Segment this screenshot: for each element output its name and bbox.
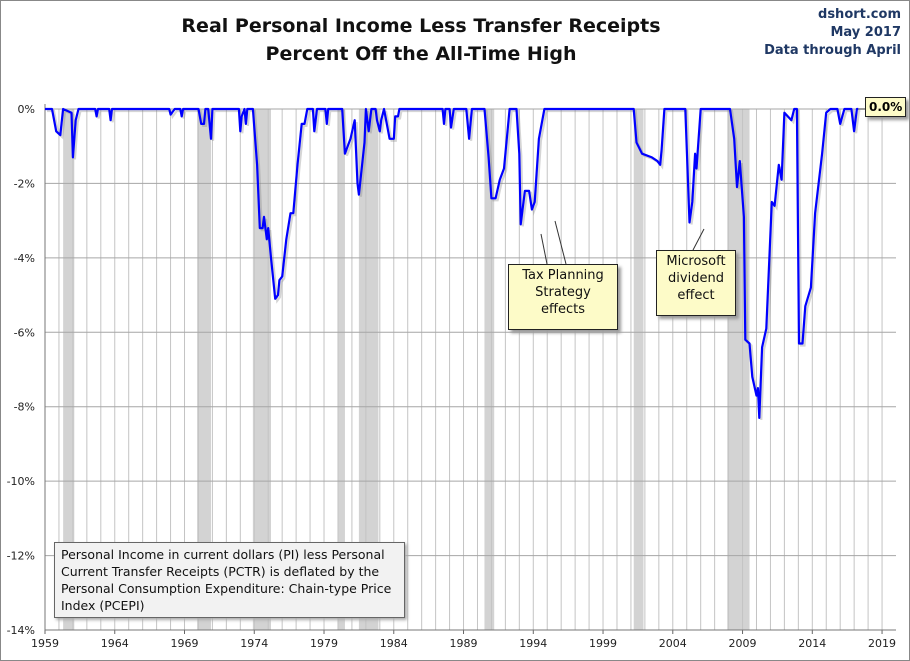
chart-subtitle: Percent Off the All-Time High	[265, 43, 577, 65]
footnote-box: Personal Income in current dollars (PI) …	[54, 542, 405, 618]
annotation-line: Strategy	[535, 285, 591, 300]
annotation-leader	[692, 228, 705, 251]
x-tick-label: 1974	[240, 637, 268, 650]
recession-band	[633, 109, 644, 630]
annotation-leader	[540, 233, 548, 265]
recession-band	[358, 109, 379, 630]
x-tick-label: 2004	[659, 637, 687, 650]
annotation-leader	[554, 220, 567, 265]
data-through-label: Data through April	[764, 43, 901, 58]
x-tick-label: 1979	[310, 637, 338, 650]
annotation-line: dividend	[668, 271, 724, 286]
y-tick-label: -10%	[7, 475, 35, 488]
y-tick-label: -4%	[14, 252, 35, 265]
y-tick-label: -8%	[14, 401, 35, 414]
annotation-line: effect	[677, 288, 715, 303]
y-tick-label: -14%	[7, 624, 35, 637]
chart-title: Real Personal Income Less Transfer Recei…	[181, 15, 661, 37]
last-value-label: 0.0%	[865, 97, 907, 117]
x-tick-label: 1959	[31, 637, 59, 650]
annotation-line: Microsoft	[666, 254, 726, 269]
y-tick-label: -2%	[14, 177, 35, 190]
x-tick-label: 1989	[450, 637, 478, 650]
x-tick-label: 1994	[519, 637, 547, 650]
date-label: May 2017	[830, 25, 902, 40]
y-tick-label: -12%	[7, 550, 35, 563]
x-tick-label: 1964	[101, 637, 129, 650]
y-tick-label: 0%	[18, 103, 35, 116]
x-tick-label: 2009	[729, 637, 757, 650]
y-tick-label: -6%	[14, 326, 35, 339]
annotation-line: Tax Planning	[522, 268, 604, 283]
x-tick-label: 1999	[589, 637, 617, 650]
recession-band	[63, 109, 75, 630]
microsoft-dividend-annotation: Microsoft dividend effect	[656, 250, 736, 316]
x-tick-label: 1984	[380, 637, 408, 650]
tax-planning-annotation: Tax Planning Strategy effects	[508, 264, 618, 330]
x-tick-label: 2019	[868, 637, 896, 650]
x-tick-label: 2014	[798, 637, 826, 650]
x-tick-label: 1969	[171, 637, 199, 650]
recession-band	[337, 109, 345, 630]
annotation-line: effects	[541, 302, 585, 317]
recession-band	[484, 109, 495, 630]
recession-band	[197, 109, 212, 630]
source-label: dshort.com	[818, 7, 901, 22]
series-line	[45, 107, 859, 419]
